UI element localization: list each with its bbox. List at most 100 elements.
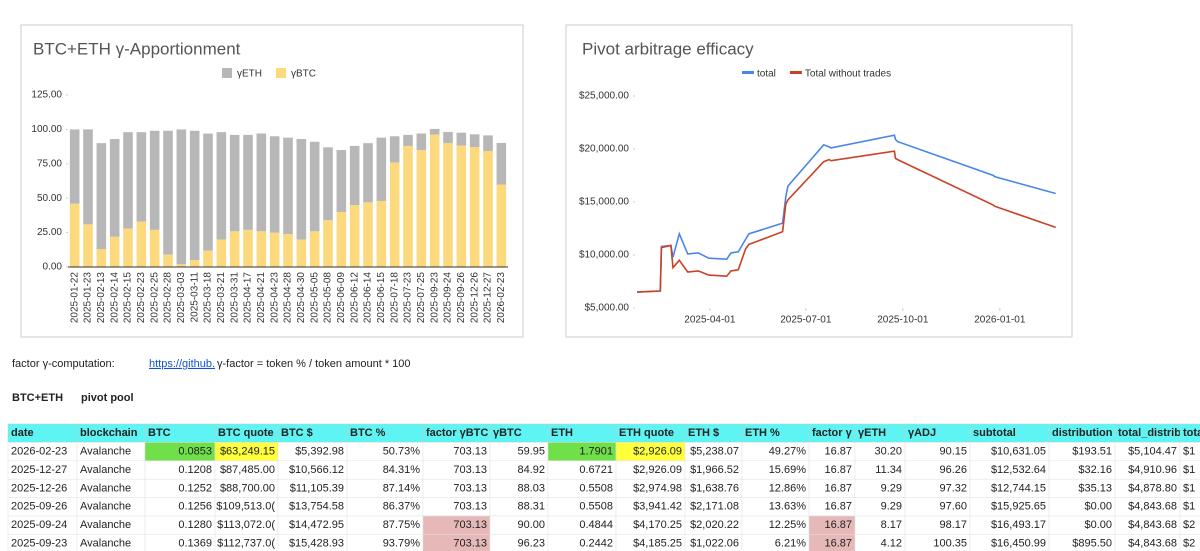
cell-text: 98.17 <box>939 519 967 531</box>
y-tick-label: $20,000.00 <box>579 144 629 155</box>
cell-text: $112,737.0( <box>217 538 275 550</box>
header-text: subtotal <box>973 427 1016 439</box>
bar-segment <box>376 200 387 267</box>
bar-segment <box>256 133 267 232</box>
cell-text: 0.1208 <box>178 464 212 476</box>
bar-segment <box>123 228 133 267</box>
bar-segment <box>69 203 80 267</box>
cell-text: 0.5508 <box>579 501 613 513</box>
bar-segment <box>216 132 227 240</box>
bar-segment <box>389 136 400 163</box>
header-text: ETH quote <box>619 427 674 439</box>
x-tick-label: 2025-07-01 <box>780 315 832 326</box>
cell-text: $2,926.09 <box>633 464 682 476</box>
y-tick-label: 50.00 <box>37 193 62 204</box>
cell-text: $1,638.76 <box>690 482 739 494</box>
header-text: BTC <box>148 427 171 439</box>
cell-text: $895.50 <box>1072 538 1112 550</box>
header-text: ETH % <box>745 427 780 439</box>
cell-text: $14,472.95 <box>289 519 344 531</box>
bar-segment <box>283 137 293 234</box>
cell-text: 84.92 <box>517 464 545 476</box>
legend-swatch <box>222 68 232 78</box>
bar-segment <box>203 133 213 251</box>
cell-text: 59.95 <box>517 446 545 458</box>
x-tick-label: 2025-04-17 <box>243 272 254 324</box>
line-series <box>637 150 1056 293</box>
cell-text: $35.13 <box>1078 482 1112 494</box>
cell-text: 30.20 <box>874 446 902 458</box>
cell-text: 9.29 <box>881 482 902 494</box>
cell-text: 13.63% <box>769 501 807 513</box>
bar-segment <box>456 132 467 146</box>
x-tick-label: 2025-05-05 <box>309 272 320 324</box>
x-tick-label: 2025-02-28 <box>163 272 174 324</box>
x-tick-label: 2025-04-21 <box>256 272 267 324</box>
cell-text: $4,843.68 <box>1128 538 1177 550</box>
header-text: date <box>11 427 34 439</box>
link[interactable]: https://github. <box>149 358 215 370</box>
cell-text: 88.03 <box>517 482 545 494</box>
cell-text: $2,974.98 <box>633 482 682 494</box>
header-text: γETH <box>858 427 886 439</box>
bar-segment <box>176 264 187 267</box>
cell-text: 0.6721 <box>579 464 613 476</box>
bar-segment <box>456 145 467 267</box>
cell-text: $0.00 <box>1084 519 1112 531</box>
cell-text: 96.23 <box>517 538 545 550</box>
bar-segment <box>483 135 493 151</box>
cell-text: 2025-09-23 <box>11 538 67 550</box>
bar-segment <box>216 239 227 267</box>
bar-segment <box>349 205 360 267</box>
cell-text: 703.13 <box>453 519 487 531</box>
y-tick-label: 0.00 <box>43 262 63 273</box>
bar-segment <box>189 130 200 261</box>
cell <box>1179 442 1200 462</box>
cell-text: 2025-09-26 <box>11 501 67 513</box>
cell-text: $1,022.06 <box>690 538 739 550</box>
cell <box>1179 460 1200 480</box>
y-tick-label: $5,000.00 <box>585 303 630 314</box>
cell-text: $2,020.22 <box>690 519 739 531</box>
x-tick-label: 2025-05-08 <box>323 272 334 324</box>
bar-segment <box>376 137 387 201</box>
header-text: factor γBTC <box>426 427 488 439</box>
x-tick-label: 2025-09-24 <box>443 272 454 324</box>
bar-segment <box>96 143 107 250</box>
bar-segment <box>496 142 507 185</box>
x-tick-label: 2025-03-03 <box>176 272 187 324</box>
bar-segment <box>109 236 120 267</box>
cell-text: 86.37% <box>383 501 421 513</box>
cell-text: 0.1369 <box>178 538 212 550</box>
cell-text: Avalanche <box>80 538 131 550</box>
bar-segment <box>163 254 173 267</box>
cell <box>1179 497 1200 517</box>
cell-text: $5,392.98 <box>295 446 344 458</box>
cell-text: 88.31 <box>517 501 545 513</box>
x-tick-label: 2026-01-01 <box>974 315 1026 326</box>
x-tick-label: 2025-12-27 <box>483 272 494 324</box>
cell-text: 49.27% <box>769 446 807 458</box>
cell-text: Avalanche <box>80 519 131 531</box>
cell-text: 97.32 <box>939 482 967 494</box>
cell-text: $15,925.65 <box>991 501 1046 513</box>
cell <box>1179 534 1200 551</box>
bar-segment <box>416 150 427 267</box>
section-title: BTC+ETH <box>12 392 63 404</box>
cell-text: $13,754.58 <box>289 501 344 513</box>
legend-label: total <box>757 69 776 80</box>
x-tick-label: 2025-06-15 <box>376 272 387 324</box>
bar-segment <box>469 147 480 267</box>
line-series <box>637 134 1056 293</box>
note-label: factor γ-computation: <box>12 358 115 370</box>
cell-text: 16.87 <box>824 538 852 550</box>
cell-text: 2025-12-27 <box>11 464 67 476</box>
header-text: factor γ <box>812 427 853 439</box>
cell-text: $10,631.05 <box>991 446 1046 458</box>
legend-label: γETH <box>237 69 262 80</box>
x-tick-label: 2025-03-21 <box>216 272 227 324</box>
y-tick-label: $10,000.00 <box>579 250 629 261</box>
bar-segment <box>229 231 240 267</box>
x-tick-label: 2025-02-13 <box>96 272 107 324</box>
cell-text: 2025-12-26 <box>11 482 67 494</box>
